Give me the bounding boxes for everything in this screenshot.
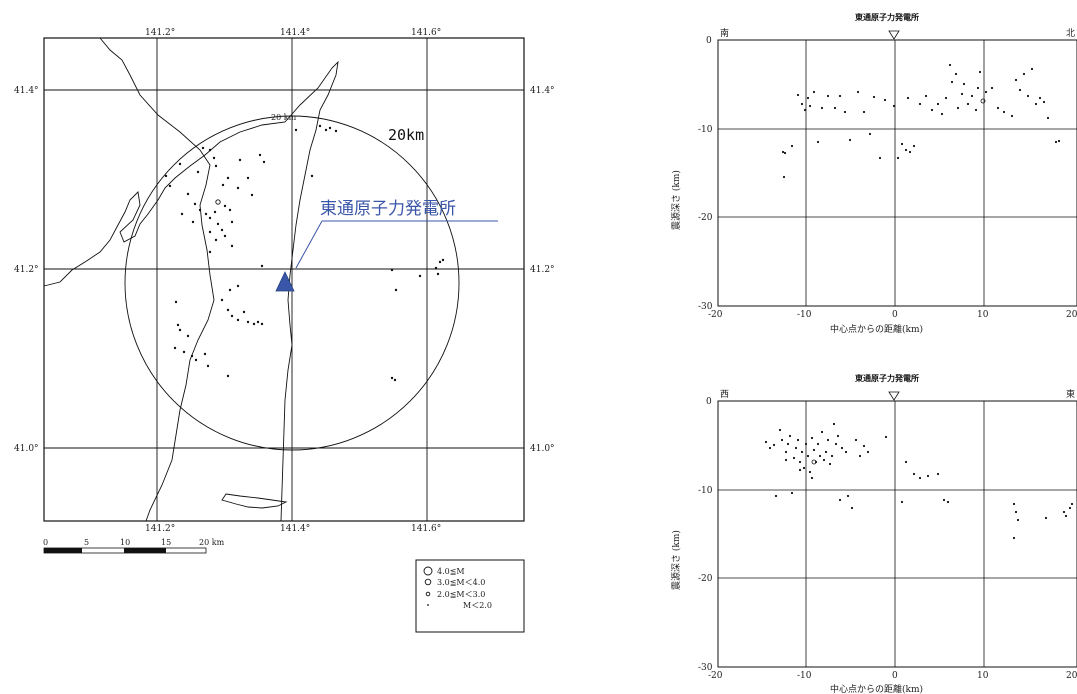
plot-frame bbox=[717, 39, 1077, 307]
lat-tick-right-1: 41.4° bbox=[530, 86, 555, 96]
svg-text:0: 0 bbox=[706, 36, 712, 46]
svg-text:-30: -30 bbox=[698, 663, 713, 673]
epicenter-m2-marker bbox=[215, 199, 221, 205]
svg-text:-20: -20 bbox=[708, 671, 723, 681]
lat-tick-left-2: 41.2° bbox=[14, 265, 39, 275]
svg-text:0: 0 bbox=[43, 538, 48, 547]
center-marker-icon bbox=[888, 30, 900, 40]
svg-text:20: 20 bbox=[1066, 671, 1077, 681]
magnitude-legend: 4.0≦M 3.0≦M＜4.0 2.0≦M＜3.0 M＜2.0 bbox=[415, 559, 525, 633]
svg-text:0: 0 bbox=[892, 310, 898, 320]
plant-label: 東通原子力発電所 bbox=[320, 199, 456, 219]
cross-section-west-east: 東通原子力発電所 西 東 0 -10 -20 -30 -20 -10 0 10 … bbox=[671, 373, 1077, 694]
epicenter-map: 東通原子力発電所 20km 20 km 141.2° 141.4° 141.6°… bbox=[14, 28, 555, 633]
svg-text:-10: -10 bbox=[698, 486, 713, 496]
svg-text:20: 20 bbox=[1066, 310, 1077, 320]
svg-text:10: 10 bbox=[977, 310, 989, 320]
scale-bar: 0 5 10 15 20 km bbox=[43, 538, 225, 554]
y-axis-label: 震源深さ (km) bbox=[671, 530, 682, 590]
radius-small-label: 20 km bbox=[271, 113, 297, 122]
y-axis-label: 震源深さ (km) bbox=[671, 170, 682, 230]
legend-item-3: 2.0≦M＜3.0 bbox=[437, 590, 485, 599]
svg-text:10: 10 bbox=[977, 671, 989, 681]
x-axis-label: 中心点からの距離(km) bbox=[830, 683, 923, 694]
svg-text:5: 5 bbox=[84, 538, 89, 547]
legend-item-2: 3.0≦M＜4.0 bbox=[437, 578, 485, 587]
svg-text:-10: -10 bbox=[698, 125, 713, 135]
dir-right: 北 bbox=[1066, 28, 1075, 39]
section-title: 東通原子力発電所 bbox=[855, 373, 919, 383]
svg-text:15: 15 bbox=[161, 538, 171, 547]
hypocenter-markers bbox=[764, 422, 1074, 540]
lat-tick-left-1: 41.4° bbox=[14, 86, 39, 96]
dir-left: 西 bbox=[720, 389, 729, 400]
lon-tick-top-2: 141.4° bbox=[280, 28, 310, 38]
center-marker-icon bbox=[888, 391, 900, 401]
epicenter-markers bbox=[164, 124, 445, 382]
svg-text:20 km: 20 km bbox=[199, 538, 225, 547]
svg-text:0: 0 bbox=[892, 671, 898, 681]
plant-marker-icon bbox=[275, 271, 295, 292]
svg-text:10: 10 bbox=[120, 538, 130, 547]
section-title: 東通原子力発電所 bbox=[855, 12, 919, 22]
lon-tick-bottom-2: 141.4° bbox=[280, 524, 310, 534]
dir-right: 東 bbox=[1066, 388, 1075, 400]
coastline bbox=[43, 37, 339, 522]
radius-20km-circle bbox=[124, 115, 460, 451]
lon-tick-top-1: 141.2° bbox=[145, 28, 175, 38]
map-frame bbox=[43, 37, 525, 522]
legend-item-4: M＜2.0 bbox=[463, 601, 492, 610]
lon-tick-top-3: 141.6° bbox=[411, 28, 441, 38]
svg-text:-30: -30 bbox=[698, 302, 713, 312]
lat-tick-right-2: 41.2° bbox=[530, 265, 555, 275]
lat-tick-right-3: 41.0° bbox=[530, 444, 555, 454]
lon-tick-bottom-3: 141.6° bbox=[411, 524, 441, 534]
map-graticule bbox=[44, 38, 524, 521]
hypocenter-m2-marker bbox=[811, 459, 817, 465]
hypocenter-markers bbox=[781, 63, 1061, 179]
lat-tick-left-3: 41.0° bbox=[14, 444, 39, 454]
svg-text:-10: -10 bbox=[797, 671, 812, 681]
lon-tick-bottom-1: 141.2° bbox=[145, 524, 175, 534]
svg-text:0: 0 bbox=[706, 397, 712, 407]
svg-text:-20: -20 bbox=[698, 213, 713, 223]
svg-text:-10: -10 bbox=[797, 310, 812, 320]
hypocenter-m2-marker bbox=[980, 98, 986, 104]
svg-text:-20: -20 bbox=[698, 574, 713, 584]
dir-left: 南 bbox=[720, 27, 729, 39]
plant-callout-line bbox=[295, 220, 323, 269]
legend-item-1: 4.0≦M bbox=[437, 567, 465, 576]
plot-frame bbox=[717, 400, 1077, 668]
x-axis-label: 中心点からの距離(km) bbox=[830, 323, 923, 335]
cross-section-north-south: 東通原子力発電所 南 北 0 -10 -20 -30 -20 -10 0 10 … bbox=[671, 12, 1077, 335]
radius-large-label: 20km bbox=[388, 126, 424, 144]
svg-text:-20: -20 bbox=[708, 310, 723, 320]
